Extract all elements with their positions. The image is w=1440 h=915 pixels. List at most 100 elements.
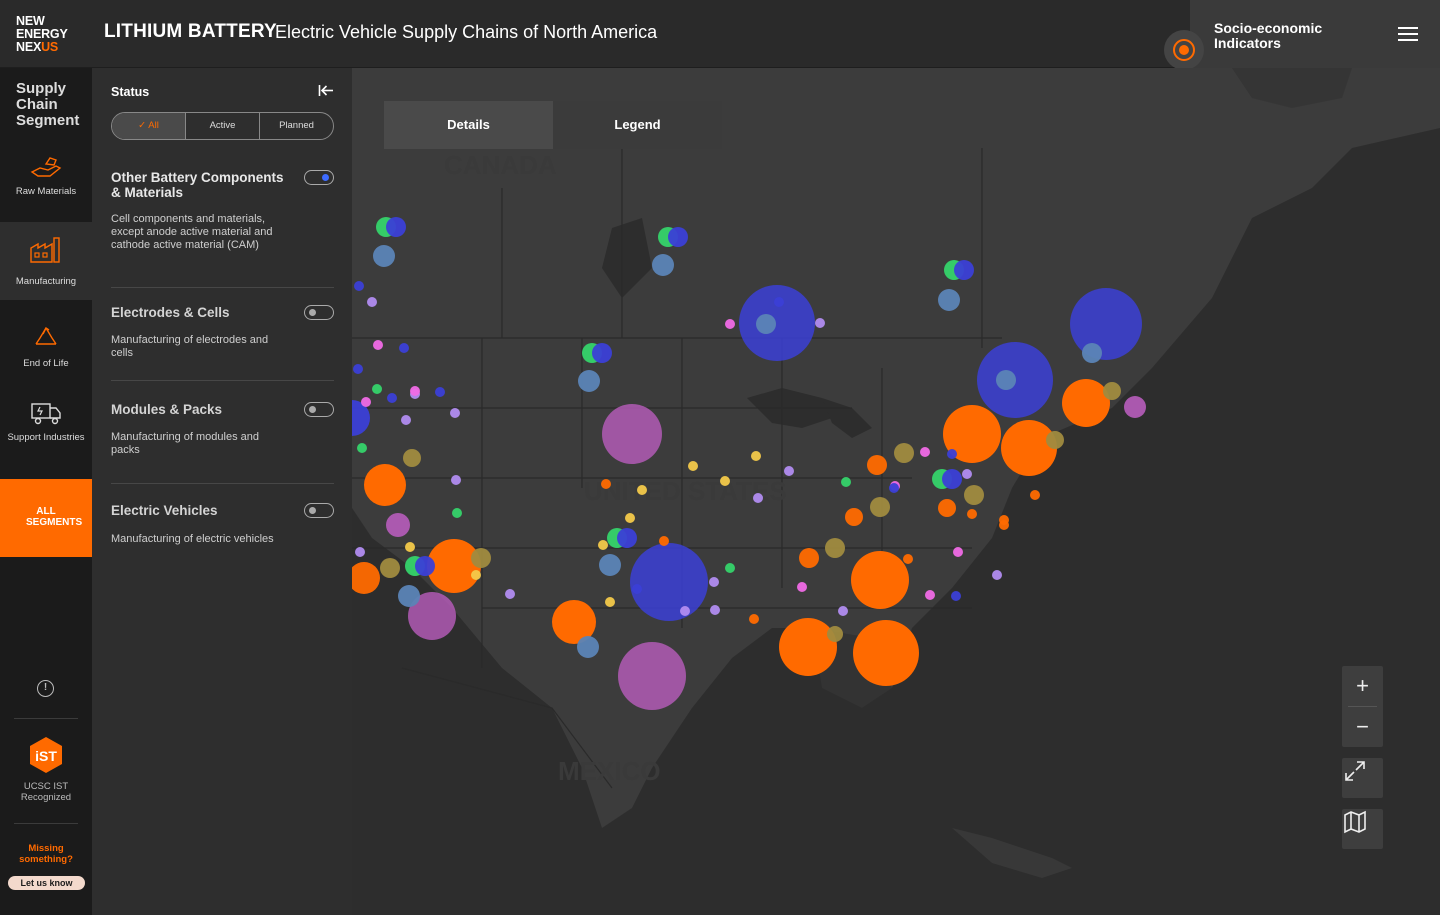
hamburger-icon[interactable]: [1398, 27, 1418, 41]
facility-marker[interactable]: [996, 370, 1016, 390]
segment-all-button[interactable]: ALL SEGMENTS: [0, 479, 92, 557]
facility-marker[interactable]: [903, 554, 913, 564]
facility-marker[interactable]: [779, 618, 837, 676]
facility-marker[interactable]: [825, 538, 845, 558]
facility-marker[interactable]: [799, 548, 819, 568]
facility-marker[interactable]: [1103, 382, 1121, 400]
facility-marker[interactable]: [1046, 431, 1064, 449]
facility-marker[interactable]: [964, 485, 984, 505]
facility-marker[interactable]: [637, 485, 647, 495]
facility-marker[interactable]: [386, 217, 406, 237]
status-option-active[interactable]: Active: [186, 113, 260, 139]
facility-marker[interactable]: [471, 570, 481, 580]
facility-marker[interactable]: [405, 542, 415, 552]
facility-marker[interactable]: [867, 455, 887, 475]
facility-marker[interactable]: [838, 606, 848, 616]
segment-end-of-life[interactable]: End of Life: [0, 324, 92, 369]
facility-marker[interactable]: [630, 543, 708, 621]
facility-marker[interactable]: [943, 405, 1001, 463]
segment-support-industries[interactable]: Support Industries: [0, 398, 92, 443]
facility-marker[interactable]: [753, 493, 763, 503]
tab-legend[interactable]: Legend: [553, 101, 722, 149]
facility-marker[interactable]: [451, 475, 461, 485]
facility-marker[interactable]: [845, 508, 863, 526]
facility-marker[interactable]: [680, 606, 690, 616]
facility-marker[interactable]: [505, 589, 515, 599]
facility-marker[interactable]: [361, 397, 371, 407]
facility-marker[interactable]: [355, 547, 365, 557]
facility-marker[interactable]: [1001, 420, 1057, 476]
facility-marker[interactable]: [1030, 490, 1040, 500]
facility-marker[interactable]: [601, 479, 611, 489]
facility-marker[interactable]: [938, 499, 956, 517]
facility-marker[interactable]: [577, 636, 599, 658]
facility-marker[interactable]: [951, 591, 961, 601]
facility-marker[interactable]: [452, 508, 462, 518]
socio-economic-indicators-button[interactable]: Socio-economic Indicators: [1164, 0, 1440, 70]
facility-marker[interactable]: [410, 386, 420, 396]
facility-marker[interactable]: [938, 289, 960, 311]
facility-marker[interactable]: [352, 562, 380, 594]
facility-marker[interactable]: [354, 281, 364, 291]
zoom-out-button[interactable]: −: [1356, 714, 1369, 739]
facility-marker[interactable]: [851, 551, 909, 609]
facility-marker[interactable]: [399, 343, 409, 353]
facility-marker[interactable]: [618, 642, 686, 710]
category-toggle[interactable]: [304, 402, 334, 417]
facility-marker[interactable]: [408, 592, 456, 640]
facility-marker[interactable]: [659, 536, 669, 546]
facility-marker[interactable]: [605, 597, 615, 607]
status-option-all[interactable]: ✓ All: [112, 113, 186, 139]
map-svg[interactable]: CANADA UNITED STATES MEXICO: [352, 68, 1440, 915]
facility-marker[interactable]: [739, 285, 815, 361]
facility-marker[interactable]: [827, 626, 843, 642]
facility-marker[interactable]: [387, 393, 397, 403]
facility-marker[interactable]: [380, 558, 400, 578]
facility-marker[interactable]: [398, 585, 420, 607]
facility-marker[interactable]: [784, 466, 794, 476]
brand-logo[interactable]: NEW ENERGY NEXUS: [16, 15, 68, 54]
facility-marker[interactable]: [353, 364, 363, 374]
facility-marker[interactable]: [925, 590, 935, 600]
facility-marker[interactable]: [401, 415, 411, 425]
facility-marker[interactable]: [450, 408, 460, 418]
facility-marker[interactable]: [592, 343, 612, 363]
segment-manufacturing[interactable]: Manufacturing: [0, 222, 92, 300]
info-icon[interactable]: !: [37, 680, 54, 697]
facility-marker[interactable]: [357, 443, 367, 453]
fullscreen-button[interactable]: [1342, 758, 1383, 798]
facility-marker[interactable]: [894, 443, 914, 463]
facility-marker[interactable]: [710, 605, 720, 615]
category-toggle[interactable]: [304, 170, 334, 185]
let-us-know-button[interactable]: Let us know: [8, 876, 85, 890]
category-toggle[interactable]: [304, 305, 334, 320]
map-canvas[interactable]: CANADA UNITED STATES MEXICO Details Lege…: [352, 68, 1440, 915]
facility-marker[interactable]: [652, 254, 674, 276]
facility-marker[interactable]: [373, 340, 383, 350]
facility-marker[interactable]: [920, 447, 930, 457]
facility-marker[interactable]: [999, 520, 1009, 530]
facility-marker[interactable]: [578, 370, 600, 392]
facility-marker[interactable]: [953, 547, 963, 557]
facility-marker[interactable]: [471, 548, 491, 568]
facility-marker[interactable]: [1070, 288, 1142, 360]
facility-marker[interactable]: [749, 614, 759, 624]
facility-marker[interactable]: [870, 497, 890, 517]
facility-marker[interactable]: [1124, 396, 1146, 418]
ist-badge-icon[interactable]: iST: [29, 736, 63, 774]
facility-marker[interactable]: [552, 600, 596, 644]
facility-marker[interactable]: [668, 227, 688, 247]
facility-marker[interactable]: [853, 620, 919, 686]
facility-marker[interactable]: [372, 384, 382, 394]
facility-marker[interactable]: [815, 318, 825, 328]
facility-marker[interactable]: [967, 509, 977, 519]
facility-marker[interactable]: [962, 469, 972, 479]
facility-marker[interactable]: [386, 513, 410, 537]
tab-details[interactable]: Details: [384, 101, 553, 149]
facility-marker[interactable]: [598, 540, 608, 550]
facility-marker[interactable]: [774, 297, 784, 307]
category-toggle[interactable]: [304, 503, 334, 518]
facility-marker[interactable]: [415, 556, 435, 576]
facility-marker[interactable]: [756, 314, 776, 334]
facility-marker[interactable]: [954, 260, 974, 280]
